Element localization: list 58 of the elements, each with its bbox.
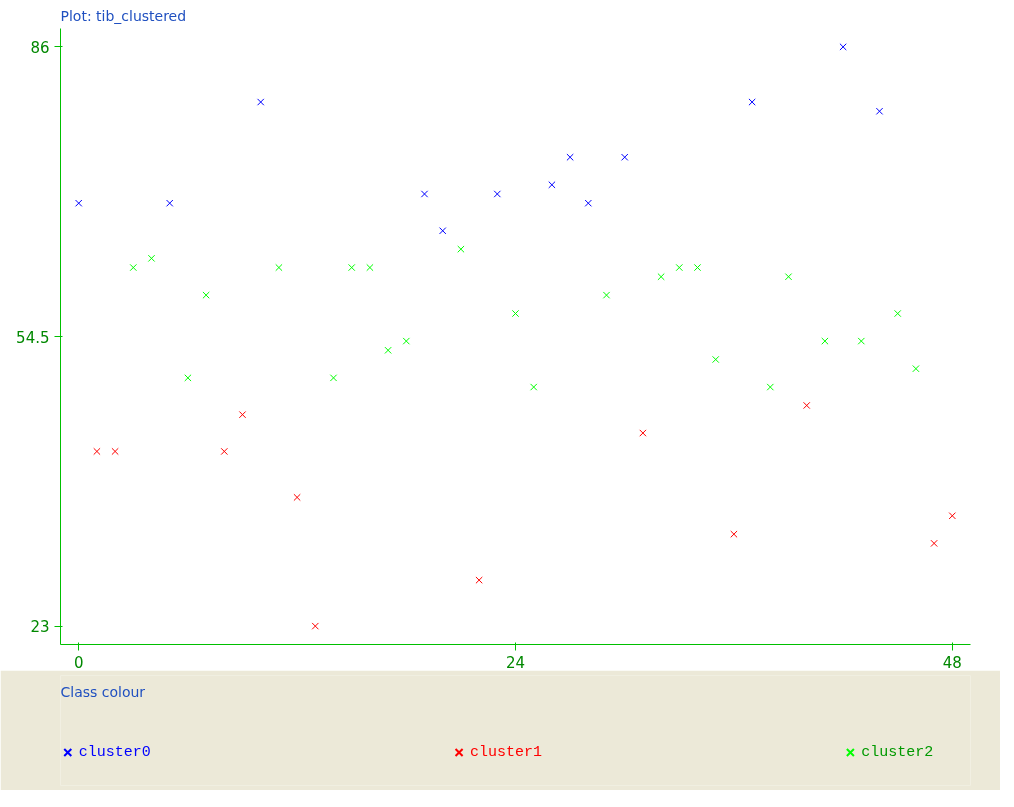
point: [548, 181, 556, 189]
point: [457, 245, 465, 253]
point: [293, 493, 301, 502]
legend-label: cluster1: [470, 744, 543, 761]
point: [311, 622, 319, 630]
point: [348, 263, 356, 272]
point: [384, 346, 392, 354]
point: [475, 576, 483, 584]
point: [220, 447, 228, 456]
y-tick-label: 23: [30, 618, 50, 637]
point: [675, 263, 683, 272]
x-tick-label: 24: [505, 653, 526, 672]
point: [602, 291, 611, 299]
point: [147, 254, 156, 263]
point: [530, 383, 538, 391]
legend-label: cluster0: [78, 744, 151, 761]
point: [493, 190, 501, 198]
point: [894, 309, 902, 318]
point: [821, 337, 829, 345]
point: [166, 199, 174, 207]
point: [402, 337, 410, 345]
point: [366, 263, 374, 272]
point: [329, 374, 338, 382]
point: [657, 273, 665, 281]
point: [730, 530, 738, 538]
y-tick-label: 54.5: [16, 328, 50, 347]
point: [111, 447, 119, 456]
point: [857, 337, 865, 345]
point: [584, 199, 592, 207]
point: [839, 43, 847, 51]
point: [257, 98, 265, 106]
point: [784, 273, 793, 281]
point: [129, 263, 137, 272]
point: [202, 291, 210, 299]
point: [766, 383, 774, 391]
point: [184, 374, 192, 382]
chart-title: Plot: tib_clustered: [60, 7, 187, 24]
point: [420, 190, 429, 198]
point: [621, 153, 629, 161]
point: [930, 539, 938, 548]
point: [712, 355, 720, 364]
x-tick-label: 0: [73, 653, 84, 672]
point: [93, 447, 101, 456]
point: [912, 365, 920, 373]
point: [439, 227, 447, 235]
point: [238, 410, 247, 419]
point: [875, 107, 884, 115]
point: [948, 512, 956, 520]
legend-title: Class colour: [60, 684, 146, 700]
point: [748, 98, 756, 106]
point: [566, 153, 574, 161]
point: [75, 199, 83, 207]
x-tick-label: 48: [942, 653, 962, 672]
point: [639, 429, 647, 437]
point: [803, 401, 811, 410]
point: [275, 263, 283, 272]
legend-label: cluster2: [861, 744, 934, 761]
y-tick-label: 86: [30, 38, 50, 57]
